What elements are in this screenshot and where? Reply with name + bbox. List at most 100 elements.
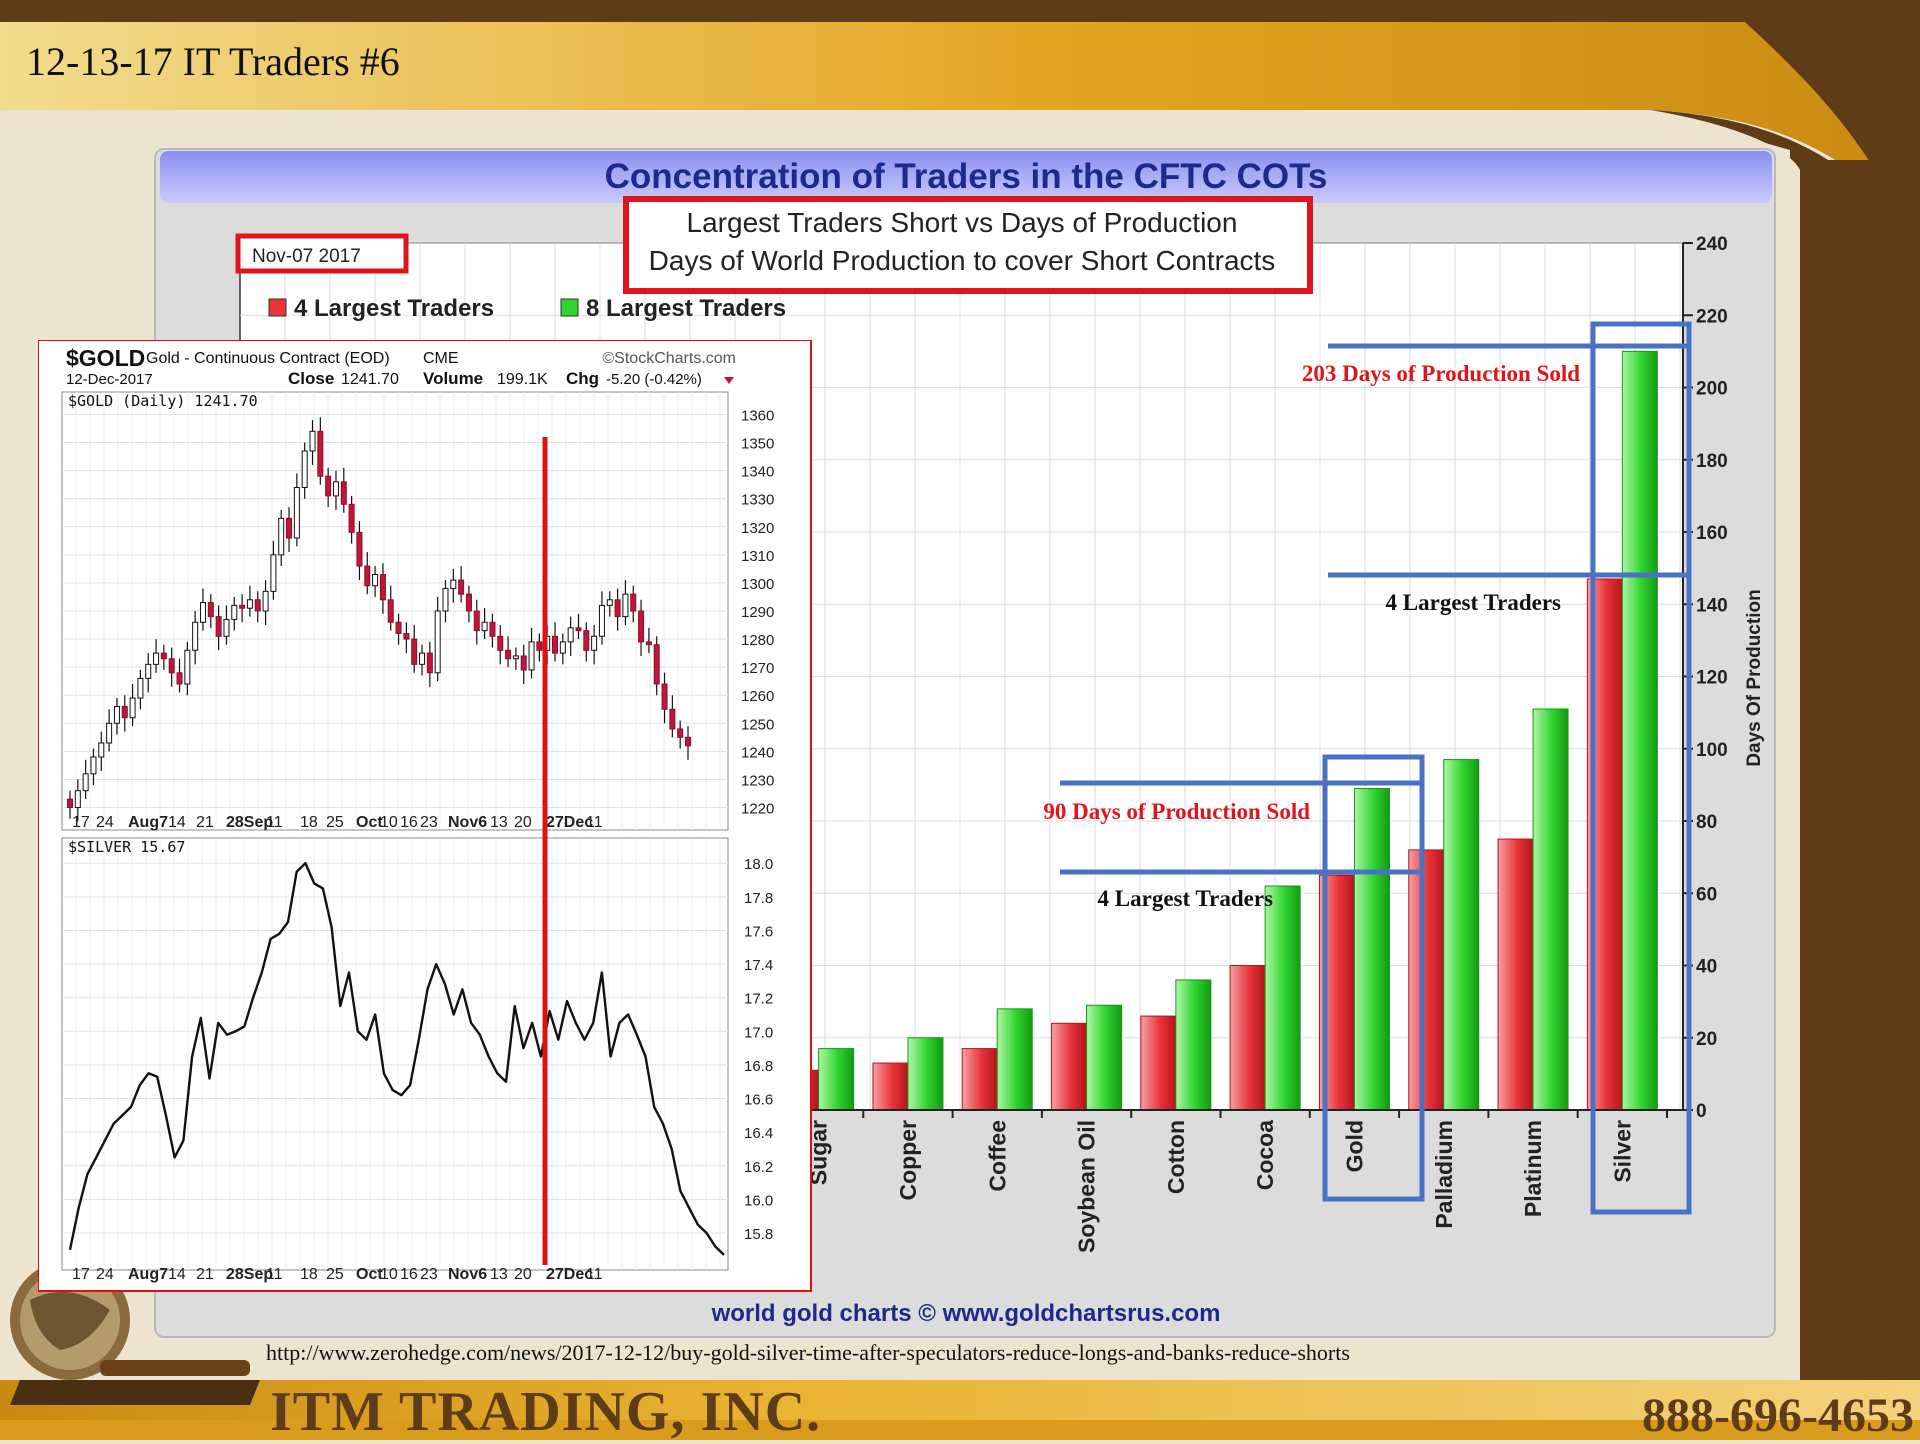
gold-date: 12-Dec-2017: [66, 371, 153, 388]
silver-line: [68, 862, 725, 1256]
bar-8-largest-palladium: [1443, 759, 1480, 1111]
gold-y-tick-label: 1320: [741, 520, 774, 537]
gold-y-tick-label: 1230: [741, 772, 774, 789]
gold-candle-up: [622, 593, 629, 618]
legend-8-largest: 8 Largest Traders: [586, 295, 786, 322]
inset-x-tick-label: 23: [420, 814, 438, 831]
silver-y-tick-label: 17.6: [744, 923, 773, 940]
silver-y-tick-label: 16.6: [744, 1092, 773, 1109]
inset-x-tick-label: 18: [300, 814, 318, 831]
gold-volume-value: 199.1K: [497, 371, 548, 388]
gold-candle-down: [403, 632, 410, 640]
cot-category-label: Soybean Oil: [1074, 1120, 1100, 1253]
phone-number: 888-696-4653: [1642, 1389, 1914, 1442]
gold-candle-down: [536, 641, 543, 651]
cot-y-tick-label: 240: [1696, 234, 1728, 255]
cot-y-tick-label: 160: [1696, 523, 1728, 544]
silver-y-tick-label: 18.0: [744, 856, 773, 873]
gold-candle-down: [677, 728, 684, 738]
gold-y-tick-label: 1350: [741, 436, 774, 453]
inset-x-tick-label: 23: [420, 1266, 438, 1283]
gold-candle-down: [458, 579, 465, 595]
inset-x-tick-label: Aug7: [128, 1266, 168, 1283]
gold-candle-down: [426, 652, 433, 674]
gold-y-tick-label: 1290: [741, 604, 774, 621]
gold-symbol: $GOLD: [66, 345, 145, 371]
gold-volume-label: Volume: [423, 369, 483, 388]
stockcharts-brand: ©StockCharts.com: [602, 350, 736, 367]
gold-candle-down: [653, 644, 660, 685]
gold-candle-down: [661, 683, 668, 710]
gold-candle-up: [332, 481, 339, 497]
gold-candle-up: [262, 590, 269, 612]
gold-candle-down: [630, 593, 637, 612]
gold-candle-down: [638, 610, 645, 643]
gold-candle-up: [293, 486, 300, 539]
bar-4-largest-copper: [872, 1062, 909, 1111]
gold-y-tick-label: 1300: [741, 576, 774, 593]
bar-8-largest-cocoa: [1264, 885, 1301, 1111]
gold-candle-up: [512, 655, 519, 660]
gold-candle-down: [207, 602, 214, 618]
bar-8-largest-platinum: [1532, 708, 1569, 1111]
gold-candle-down: [286, 517, 293, 539]
gold-exchange: CME: [423, 350, 459, 367]
gold-candle-down: [340, 481, 347, 505]
inset-x-tick-label: 18: [300, 1266, 318, 1283]
gold-candle-up: [434, 610, 441, 674]
cot-y-tick-label: 140: [1696, 595, 1728, 616]
gold-candle-down: [325, 475, 332, 497]
inset-x-tick-label: 17: [72, 814, 90, 831]
bar-4-largest-platinum: [1497, 838, 1534, 1111]
inset-x-tick-label: 10: [380, 814, 398, 831]
cot-y-tick-label: 220: [1696, 306, 1728, 327]
inset-x-tick-label: 28Sep: [226, 1266, 273, 1283]
cot-category-label: Gold: [1341, 1120, 1367, 1172]
gold-y-tick-label: 1250: [741, 716, 774, 733]
legend-4-largest: 4 Largest Traders: [294, 295, 494, 322]
legend-green-swatch: [560, 298, 579, 317]
gold-candle-down: [505, 649, 512, 660]
gold-close-value: 1241.70: [341, 371, 399, 388]
cot-category-label: Cocoa: [1252, 1120, 1278, 1191]
inset-x-tick-label: 24: [96, 1266, 114, 1283]
cot-bars: [783, 350, 1658, 1111]
cot-x-axis: Sugar Copper Coffee Soybean Oil Cotton Cocoa G…: [800, 1109, 1683, 1253]
cot-category-label: Platinum: [1520, 1120, 1546, 1217]
silver-y-tick-label: 16.4: [744, 1125, 773, 1142]
silver-y-axis: 15.8 16.0 16.2 16.4 16.6 16.8 17.0 17.2 17.4 17.6…: [744, 856, 773, 1243]
cot-date-label: Nov-07 2017: [252, 246, 361, 267]
gold-candle-down: [411, 638, 418, 665]
cot-y-tick-label: 200: [1696, 379, 1728, 400]
inset-x-tick-label: 27Dec: [546, 1266, 593, 1283]
silver-y-tick-label: 17.4: [744, 957, 773, 974]
gold-candle-up: [450, 579, 457, 590]
gold-candle-down: [583, 630, 590, 651]
subtitle-highlight-box: [623, 196, 1313, 294]
gold-candle-down: [387, 599, 394, 623]
cot-y-tick-label: 180: [1696, 451, 1728, 472]
cot-category-label: Cotton: [1163, 1120, 1189, 1194]
bar-4-largest-soybean-oil: [1051, 1022, 1088, 1111]
silver-y-tick-label: 17.8: [744, 890, 773, 907]
gold-candle-up: [246, 599, 253, 609]
gold-candle-up: [301, 450, 308, 488]
gold-candle-up: [559, 641, 566, 654]
inset-x-tick-label: 24: [96, 814, 114, 831]
cot-title-bar: [160, 151, 1772, 203]
inset-x-tick-label: 11: [266, 814, 283, 831]
gold-candle-up: [113, 705, 120, 724]
cot-y-tick-label: 80: [1696, 812, 1717, 833]
inset-x-tick-label: Oct: [356, 814, 383, 831]
gold-candle-down: [168, 658, 175, 674]
silver-gridlines: [62, 838, 728, 1270]
bar-4-largest-palladium: [1408, 849, 1445, 1111]
gold-candle-up: [278, 517, 285, 556]
gold-highlight-box: [1322, 754, 1425, 1202]
cot-subtitle-2: Days of World Production to cover Short …: [649, 245, 1276, 276]
gold-candle-up: [199, 602, 206, 623]
bar-8-largest-copper: [907, 1037, 944, 1111]
silver-y-tick-label: 16.2: [744, 1159, 773, 1176]
date-highlight-box: [235, 233, 409, 274]
inset-x-tick-label: Oct: [356, 1266, 383, 1283]
